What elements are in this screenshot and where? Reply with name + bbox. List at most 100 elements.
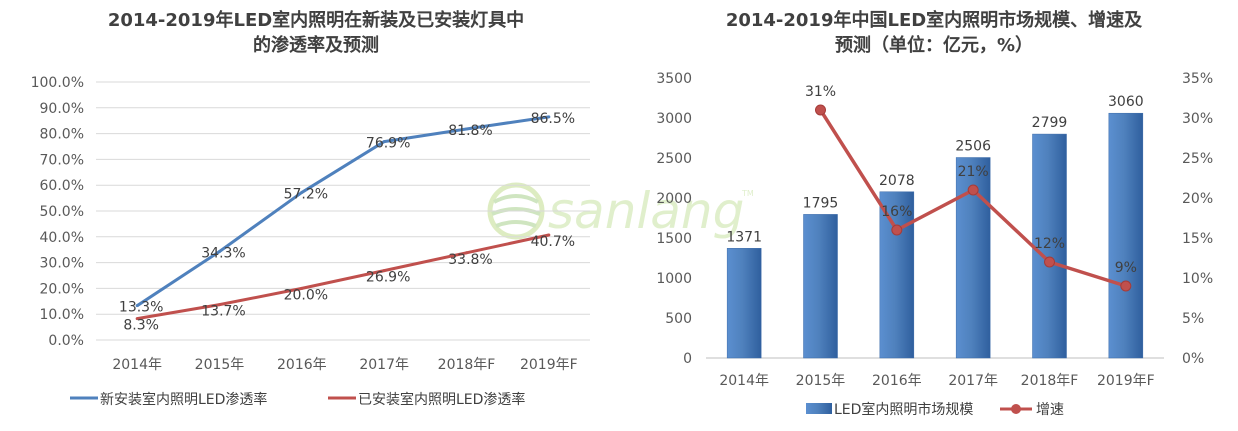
right-chart-axes: 0 500 1000 1500 2000 2500 3000 3500 0% 5% 10% 15% 20… (656, 71, 1213, 389)
left-x-tick-label: 2017年 (359, 357, 409, 373)
left-data-label: 20.0% (284, 287, 328, 303)
watermark-globe-lines (491, 194, 541, 228)
market-size-bar (879, 191, 915, 359)
left-data-label: 76.9% (366, 136, 410, 152)
right-left-y-tick-label: 3000 (656, 111, 692, 127)
market-size-bar (726, 248, 762, 359)
left-y-tick-label: 100.0% (31, 75, 84, 91)
right-x-tick-label: 2015年 (796, 373, 846, 389)
left-chart-data-labels: 13.3% 34.3% 57.2% 76.9% 81.8% 86.5% 8.3% 13.7% 2… (119, 111, 575, 334)
bar-value-label: 2799 (1032, 115, 1068, 131)
left-y-tick-label: 30.0% (40, 256, 84, 272)
right-x-tick-label: 2017年 (948, 373, 998, 389)
growth-rate-label: 16% (881, 204, 912, 220)
market-size-bar (1108, 112, 1144, 359)
right-right-y-tick-label: 10% (1182, 271, 1213, 287)
left-chart-x-axis: 2014年 2015年 2016年 2017年 2018年F 2019年F (112, 357, 577, 373)
left-y-tick-label: 10.0% (40, 307, 84, 323)
left-data-label: 86.5% (531, 111, 575, 127)
left-series-point (135, 304, 139, 308)
left-series-point (547, 115, 551, 119)
left-series-point (300, 286, 304, 290)
right-chart-data-labels: 1371 1795 2078 2506 2799 3060 31% 16% 21% 12% 9% (726, 84, 1143, 276)
right-legend-bar-label: LED室内照明市场规模 (834, 401, 973, 418)
left-chart-title-line-2: 的渗透率及预测 (253, 34, 379, 56)
left-y-tick-label: 70.0% (40, 152, 84, 168)
left-series-line (136, 233, 550, 321)
right-right-y-tick-label: 20% (1182, 191, 1213, 207)
right-left-y-tick-label: 500 (665, 311, 692, 327)
left-data-label: 57.2% (284, 186, 328, 202)
bar-value-label: 1371 (726, 229, 762, 245)
left-series-point (382, 140, 386, 144)
market-size-bar (803, 214, 838, 359)
growth-rate-label: 21% (958, 164, 989, 180)
right-right-y-tick-label: 30% (1182, 111, 1213, 127)
left-legend-label: 新安装室内照明LED渗透率 (100, 391, 267, 408)
right-left-y-tick-label: 2000 (656, 191, 692, 207)
right-x-tick-label: 2019年F (1097, 373, 1155, 389)
right-left-y-tick-label: 1500 (656, 231, 692, 247)
left-series-point (135, 317, 139, 321)
right-x-tick-label: 2016年 (872, 373, 922, 389)
left-data-label: 40.7% (531, 234, 575, 250)
left-series-point (300, 190, 304, 194)
right-legend-bar-swatch (806, 403, 832, 414)
right-chart-bars (726, 112, 1144, 359)
right-left-y-tick-label: 0 (683, 351, 692, 367)
growth-rate-label: 31% (805, 84, 836, 100)
left-data-label: 34.3% (201, 246, 245, 262)
left-chart-title-line-1: 2014-2019年LED室内照明在新装及已安装灯具中 (108, 9, 524, 31)
right-x-tick-label: 2018年F (1021, 373, 1079, 389)
right-right-y-tick-label: 0% (1182, 351, 1204, 367)
growth-rate-point (815, 104, 826, 116)
right-right-y-tick-label: 35% (1182, 71, 1213, 87)
growth-rate-point (891, 224, 903, 236)
left-series-point (382, 269, 386, 273)
bar-value-label: 3060 (1108, 94, 1144, 110)
left-y-tick-label: 40.0% (40, 230, 84, 246)
growth-rate-point (1120, 280, 1132, 292)
left-data-label: 26.9% (366, 270, 410, 286)
left-series-point (547, 233, 551, 237)
left-x-tick-label: 2015年 (195, 357, 245, 373)
right-chart-title-line-2: 预测（单位：亿元，%） (835, 34, 1033, 56)
left-y-tick-label: 60.0% (40, 178, 84, 194)
market-size-chart: 2014-2019年中国LED室内照明市场规模、增速及 预测（单位：亿元，%） … (656, 9, 1213, 418)
growth-rate-label: 9% (1115, 260, 1137, 276)
right-left-y-tick-label: 2500 (656, 151, 692, 167)
right-legend-line-marker (1011, 404, 1021, 414)
left-series-point (218, 250, 221, 254)
bar-value-label: 2078 (879, 173, 915, 189)
left-chart-y-axis: 0.0% 10.0% 20.0% 30.0% 40.0% 50.0% 60.0% 70.0% 8… (31, 75, 84, 349)
growth-rate-point (967, 184, 979, 196)
left-series-line (136, 115, 550, 307)
left-series-point (218, 303, 221, 307)
right-chart-legend: LED室内照明市场规模 增速 (806, 401, 1064, 418)
left-data-label: 8.3% (123, 318, 159, 334)
left-x-tick-label: 2019年F (520, 357, 578, 373)
left-data-label: 13.3% (119, 300, 163, 316)
right-chart-title-line-1: 2014-2019年中国LED室内照明市场规模、增速及 (726, 9, 1143, 31)
right-left-y-tick-label: 3500 (656, 71, 692, 87)
growth-rate-point (1044, 256, 1055, 268)
left-chart-series (135, 115, 551, 321)
left-y-tick-label: 50.0% (40, 204, 84, 220)
right-right-y-tick-label: 25% (1182, 151, 1213, 167)
left-y-tick-label: 20.0% (40, 281, 84, 297)
market-size-bar (1032, 133, 1067, 359)
right-right-y-tick-label: 5% (1182, 311, 1204, 327)
right-right-y-tick-label: 15% (1182, 231, 1213, 247)
left-series-point (465, 251, 468, 255)
watermark-tm: TM (741, 189, 754, 198)
growth-rate-label: 12% (1034, 236, 1065, 252)
left-x-tick-label: 2014年 (112, 357, 162, 373)
left-data-label: 13.7% (201, 304, 245, 320)
right-legend-line-label: 增速 (1036, 402, 1064, 418)
right-x-tick-label: 2014年 (719, 373, 769, 389)
left-data-label: 81.8% (448, 123, 492, 139)
bar-value-label: 2506 (955, 139, 991, 155)
left-y-tick-label: 0.0% (48, 333, 84, 349)
right-left-y-tick-label: 1000 (656, 271, 692, 287)
